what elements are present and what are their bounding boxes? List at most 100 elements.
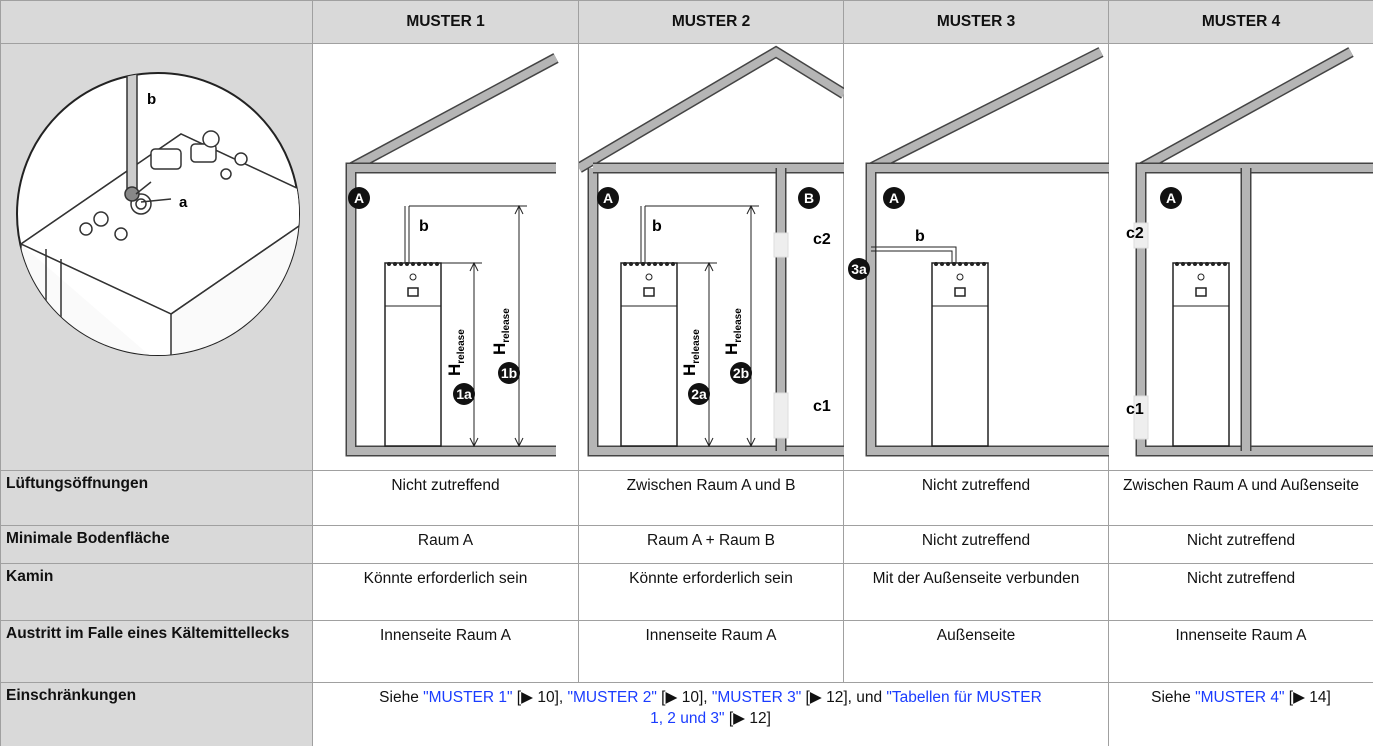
cell: Könnte erforderlich sein <box>578 563 844 621</box>
wall <box>579 47 844 172</box>
marker-label: 2a <box>691 386 707 402</box>
cell: Nicht zutreffend <box>843 525 1109 564</box>
dimension-line <box>469 261 479 448</box>
unit-dot <box>1193 262 1197 266</box>
row-label: Lüftungsöffnungen <box>0 470 313 526</box>
marker <box>597 187 619 209</box>
reference-link[interactable]: "MUSTER 2" <box>567 689 657 706</box>
unit-dot <box>405 262 409 266</box>
photo-label: b <box>147 91 156 108</box>
reference-link[interactable]: "MUSTER 1" <box>423 689 513 706</box>
marker-label: A <box>354 190 364 206</box>
marker <box>798 187 820 209</box>
wall <box>1139 48 1353 172</box>
unit-dot <box>393 262 397 266</box>
unit-dot <box>641 262 645 266</box>
diagram-cell: c2 c1 b A B Hrelease 2a Hrelease 2b <box>578 43 844 471</box>
diagram-row: b a b A Hrelease 1a Hrelease 1b c2 c1 b A B Hreleas… <box>0 43 1373 471</box>
table-row: Einschränkungen Siehe "MUSTER 1" [▶ 10], … <box>0 682 1373 746</box>
unit-knob <box>956 273 964 281</box>
cell: Siehe "MUSTER 4" [▶ 14] <box>1108 682 1373 746</box>
cell: Nicht zutreffend <box>843 470 1109 526</box>
column-header: MUSTER 4 <box>1108 0 1373 44</box>
diagram: c2 c1 A <box>1126 47 1373 457</box>
column-header: MUSTER 1 <box>312 0 579 44</box>
unit-knob <box>1197 273 1205 281</box>
dimension-label: Hrelease <box>722 308 744 355</box>
row-label: Einschränkungen <box>0 682 313 746</box>
marker <box>688 383 710 405</box>
header-row: MUSTER 1 MUSTER 2 MUSTER 3 MUSTER 4 <box>0 0 1373 44</box>
reference-link[interactable]: "Tabellen für MUSTER 1, 2 und 3" <box>650 689 1042 727</box>
reference-link[interactable]: "MUSTER 4" <box>1195 689 1285 706</box>
unit-knob <box>409 273 417 281</box>
unit <box>384 262 442 447</box>
unit-icon <box>954 287 966 297</box>
pipe-label: b <box>419 218 429 235</box>
dimension-label: Hrelease <box>680 329 702 376</box>
cell: Mit der Außenseite verbunden <box>843 563 1109 621</box>
vent <box>773 232 789 258</box>
unit-icon <box>1195 287 1207 297</box>
unit-dot <box>629 262 633 266</box>
photo: b a <box>16 72 300 356</box>
cell: Nicht zutreffend <box>1108 525 1373 564</box>
row-label: Austritt im Falle eines Kältemittellecks <box>0 620 313 683</box>
dimension-line <box>704 261 714 448</box>
wall <box>349 54 558 172</box>
unit-dot <box>940 262 944 266</box>
dimension-subscript: release <box>456 329 467 364</box>
unit-dot <box>958 262 962 266</box>
unit-dot <box>387 262 391 266</box>
unit <box>1172 262 1230 447</box>
marker-label: 3a <box>851 261 867 277</box>
dimension-subscript: release <box>691 329 702 364</box>
unit-knob <box>645 273 653 281</box>
cell: Nicht zutreffend <box>312 470 579 526</box>
column-header: MUSTER 2 <box>578 0 844 44</box>
unit-dot <box>1217 262 1221 266</box>
dimension-symbol: H <box>722 343 741 355</box>
unit-dot <box>1205 262 1209 266</box>
marker <box>883 187 905 209</box>
pipe-label: b <box>652 218 662 235</box>
unit <box>620 262 678 447</box>
reference-link[interactable]: "MUSTER 3" <box>711 689 802 706</box>
cell: Zwischen Raum A und Außenseite <box>1108 470 1373 526</box>
diagram: c2 c1 b A B Hrelease 2a Hrelease 2b <box>579 45 844 457</box>
marker <box>848 258 870 280</box>
marker-label: 1a <box>456 386 472 402</box>
unit-dot <box>623 262 627 266</box>
unit-dot <box>952 262 956 266</box>
diagram-cell: b A Hrelease 1a Hrelease 1b <box>312 43 579 471</box>
text: [▶ 12] <box>724 710 771 727</box>
pipe <box>404 206 410 263</box>
column-header: MUSTER 3 <box>843 0 1109 44</box>
dimension-symbol: H <box>680 364 699 376</box>
vent <box>773 392 789 439</box>
text: [▶ 14] <box>1284 689 1331 706</box>
pipe-label: b <box>915 228 925 245</box>
unit-dot <box>1175 262 1179 266</box>
marker-label: B <box>804 190 814 206</box>
dimension-label: Hrelease <box>490 308 512 355</box>
cell: Nicht zutreffend <box>1108 563 1373 621</box>
unit-dot <box>399 262 403 266</box>
dimension-symbol: H <box>490 343 509 355</box>
wall <box>869 48 1103 172</box>
text: [▶ 12], und <box>801 689 887 706</box>
row-label: Kamin <box>0 563 313 621</box>
text: Siehe <box>1151 689 1196 706</box>
unit-dot <box>982 262 986 266</box>
unit-dot <box>647 262 651 266</box>
cell: Raum A <box>312 525 579 564</box>
cell: Innenseite Raum A <box>312 620 579 683</box>
marker <box>498 362 520 384</box>
wall <box>1137 164 1373 455</box>
unit-dot <box>1211 262 1215 266</box>
dimension-line <box>514 204 524 448</box>
wall <box>589 168 844 455</box>
unit-dot <box>635 262 639 266</box>
photo-label: a <box>179 194 188 211</box>
unit-dot <box>1181 262 1185 266</box>
